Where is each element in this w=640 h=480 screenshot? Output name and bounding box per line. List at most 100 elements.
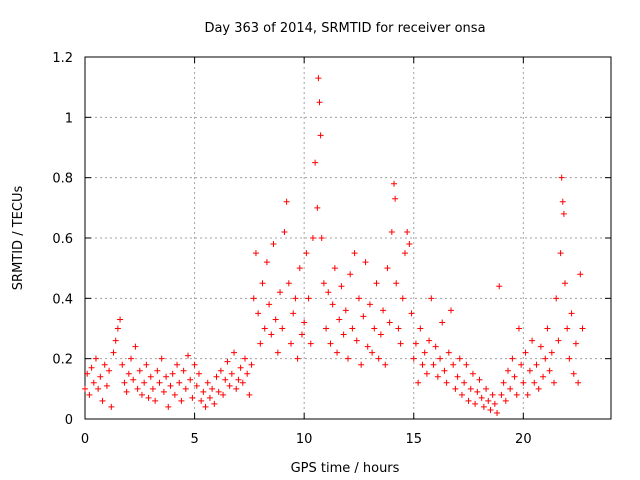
data-point <box>261 325 268 332</box>
data-point <box>412 340 419 347</box>
data-point <box>95 385 102 392</box>
data-point <box>167 382 174 389</box>
data-point <box>331 265 338 272</box>
data-point <box>312 159 319 166</box>
data-point <box>474 388 481 395</box>
data-point <box>529 337 536 344</box>
data-point <box>373 280 380 287</box>
data-points <box>82 75 586 416</box>
data-point <box>428 295 435 302</box>
data-point <box>450 361 457 368</box>
data-point <box>430 361 437 368</box>
data-point <box>489 391 496 398</box>
data-point <box>371 325 378 332</box>
data-point <box>86 391 93 398</box>
data-point <box>511 373 518 380</box>
data-point <box>568 310 575 317</box>
data-point <box>458 391 465 398</box>
data-point <box>176 379 183 386</box>
data-point <box>241 355 248 362</box>
data-point <box>215 388 222 395</box>
data-point <box>377 331 384 338</box>
data-point <box>125 370 132 377</box>
data-point <box>237 364 244 371</box>
data-point <box>441 367 448 374</box>
data-point <box>128 355 135 362</box>
data-point <box>298 331 305 338</box>
data-point <box>301 319 308 326</box>
data-point <box>233 385 240 392</box>
data-point <box>244 370 251 377</box>
data-point <box>432 343 439 350</box>
data-point <box>434 373 441 380</box>
data-point <box>200 388 207 395</box>
data-point <box>106 367 113 374</box>
data-point <box>472 400 479 407</box>
data-point <box>325 289 332 296</box>
data-point <box>364 343 371 350</box>
data-point <box>395 325 402 332</box>
data-point <box>217 367 224 374</box>
y-tick-label: 1.2 <box>52 51 73 66</box>
chart-title: Day 363 of 2014, SRMTID for receiver ons… <box>204 21 485 36</box>
data-point <box>277 289 284 296</box>
data-point <box>132 343 139 350</box>
data-point <box>114 325 121 332</box>
data-point <box>572 340 579 347</box>
data-point <box>320 280 327 287</box>
data-point <box>419 361 426 368</box>
data-point <box>185 352 192 359</box>
y-tick-label: 0.8 <box>52 172 73 187</box>
data-point <box>255 310 262 317</box>
data-point <box>198 397 205 404</box>
data-point <box>226 382 233 389</box>
data-point <box>515 325 522 332</box>
data-point <box>110 349 117 356</box>
y-axis-title: SRMTID / TECUs <box>11 186 26 291</box>
data-point <box>355 295 362 302</box>
data-point <box>171 391 178 398</box>
data-point <box>195 370 202 377</box>
data-point <box>553 295 560 302</box>
data-point <box>257 340 264 347</box>
data-point <box>138 391 145 398</box>
data-point <box>540 373 547 380</box>
data-point <box>117 316 124 323</box>
data-point <box>406 241 413 248</box>
data-point <box>342 307 349 314</box>
data-point <box>189 394 196 401</box>
data-point <box>158 355 165 362</box>
data-point <box>526 367 533 374</box>
data-point <box>178 397 185 404</box>
x-tick-label: 0 <box>81 432 89 447</box>
data-point <box>317 132 324 139</box>
data-point <box>163 373 170 380</box>
data-point <box>426 337 433 344</box>
data-point <box>496 283 503 290</box>
data-point <box>467 385 474 392</box>
data-point <box>283 198 290 205</box>
data-point <box>90 379 97 386</box>
data-point <box>564 325 571 332</box>
data-point <box>522 349 529 356</box>
data-point <box>246 391 253 398</box>
data-point <box>480 403 487 410</box>
data-point <box>266 301 273 308</box>
data-point <box>318 235 325 241</box>
data-point <box>559 198 566 205</box>
data-point <box>557 250 564 257</box>
data-point <box>485 397 492 404</box>
data-point <box>531 379 538 386</box>
data-point <box>360 313 367 320</box>
data-point <box>452 385 459 392</box>
grid <box>85 57 611 419</box>
data-point <box>544 325 551 332</box>
data-point <box>134 385 141 392</box>
data-point <box>439 319 446 326</box>
y-tick-label: 0.6 <box>52 232 73 247</box>
data-point <box>92 355 99 362</box>
data-point <box>99 397 106 404</box>
data-point <box>500 379 507 386</box>
data-point <box>443 379 450 386</box>
data-point <box>147 373 154 380</box>
